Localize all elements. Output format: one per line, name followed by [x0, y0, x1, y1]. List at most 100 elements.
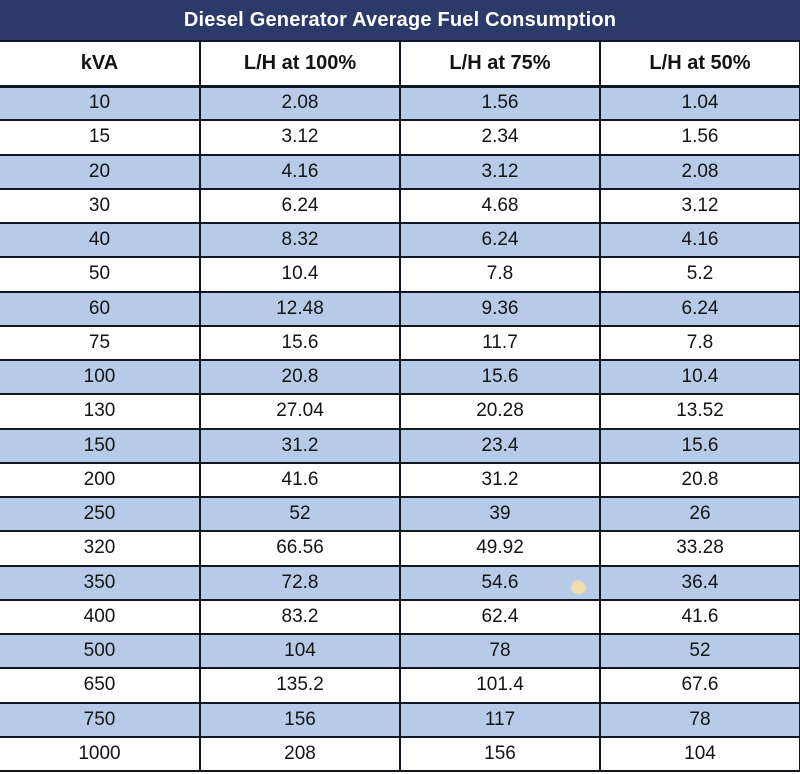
table-cell: 78 [399, 634, 600, 670]
table-row: 1000 208 156 104 [0, 736, 800, 773]
table-cell: 5.2 [599, 257, 800, 293]
table-row: 250 52 39 26 [0, 497, 800, 533]
table-cell: 200 [0, 462, 200, 499]
table-cell: 75 [0, 325, 200, 362]
table-cell: 3.12 [599, 188, 800, 225]
table-cell: 9.36 [399, 291, 600, 327]
table-row: 15 3.12 2.34 1.56 [0, 120, 800, 156]
table-cell: 4.16 [599, 223, 800, 259]
table-cell: 350 [0, 565, 200, 601]
column-header-lh-50: L/H at 50% [599, 42, 800, 88]
table-cell: 7.8 [399, 257, 600, 293]
table-cell: 52 [599, 634, 800, 670]
table-row: 750 156 117 78 [0, 702, 800, 738]
column-header-kva: kVA [0, 42, 200, 88]
table-cell: 41.6 [199, 462, 400, 499]
table-cell: 156 [199, 702, 400, 738]
table-cell: 101.4 [399, 668, 600, 704]
table-cell: 31.2 [199, 428, 400, 464]
table-cell: 156 [399, 736, 600, 773]
table-cell: 4.68 [399, 188, 600, 225]
table-body: 10 2.08 1.56 1.04 15 3.12 2.34 1.56 20 4.16 3.12 2.… [0, 86, 800, 773]
table-row: 50 10.4 7.8 5.2 [0, 257, 800, 293]
table-cell: 3.12 [199, 120, 400, 156]
table-cell: 20 [0, 154, 200, 190]
table-cell: 100 [0, 360, 200, 396]
table-cell: 135.2 [199, 668, 400, 704]
table-cell: 8.32 [199, 223, 400, 259]
table-cell: 60 [0, 291, 200, 327]
table-cell: 31.2 [399, 462, 600, 499]
table-row: 75 15.6 11.7 7.8 [0, 325, 800, 362]
table-cell: 6.24 [599, 291, 800, 327]
table-cell: 4.16 [199, 154, 400, 190]
table-cell: 250 [0, 497, 200, 533]
table-cell: 23.4 [399, 428, 600, 464]
table-cell: 104 [599, 736, 800, 773]
table-cell: 40 [0, 223, 200, 259]
table-cell: 54.6 [399, 565, 600, 601]
table-cell: 10.4 [599, 360, 800, 396]
table-cell: 41.6 [599, 599, 800, 636]
table-cell: 15.6 [199, 325, 400, 362]
table-cell: 117 [399, 702, 600, 738]
table-cell: 66.56 [199, 531, 400, 567]
table-cell: 50 [0, 257, 200, 293]
table-cell: 2.34 [399, 120, 600, 156]
table-cell: 15.6 [599, 428, 800, 464]
table-cell: 33.28 [599, 531, 800, 567]
table-row: 20 4.16 3.12 2.08 [0, 154, 800, 190]
table-cell: 49.92 [399, 531, 600, 567]
table-cell: 13.52 [599, 394, 800, 430]
table-row: 40 8.32 6.24 4.16 [0, 223, 800, 259]
table-cell: 39 [399, 497, 600, 533]
table-cell: 1000 [0, 736, 200, 773]
table-cell: 83.2 [199, 599, 400, 636]
table-cell: 1.56 [599, 120, 800, 156]
table-cell: 15.6 [399, 360, 600, 396]
table-cell: 130 [0, 394, 200, 430]
table-row: 10 2.08 1.56 1.04 [0, 86, 800, 122]
table-cell: 26 [599, 497, 800, 533]
column-header-lh-75: L/H at 75% [399, 42, 600, 88]
table-row: 130 27.04 20.28 13.52 [0, 394, 800, 430]
table-cell: 20.28 [399, 394, 600, 430]
table-cell: 20.8 [199, 360, 400, 396]
table-cell: 7.8 [599, 325, 800, 362]
table-cell: 30 [0, 188, 200, 225]
fuel-consumption-table: kVA L/H at 100% L/H at 75% L/H at 50% 10… [0, 42, 800, 773]
table-cell: 1.56 [399, 86, 600, 122]
table-cell: 2.08 [199, 86, 400, 122]
table-cell: 1.04 [599, 86, 800, 122]
table-cell: 36.4 [599, 565, 800, 601]
table-cell: 10.4 [199, 257, 400, 293]
table-cell: 400 [0, 599, 200, 636]
page-title: Diesel Generator Average Fuel Consumptio… [0, 0, 800, 42]
table-cell: 67.6 [599, 668, 800, 704]
table-cell: 72.8 [199, 565, 400, 601]
table-cell: 20.8 [599, 462, 800, 499]
table-cell: 15 [0, 120, 200, 156]
table-row: 60 12.48 9.36 6.24 [0, 291, 800, 327]
table-cell: 6.24 [399, 223, 600, 259]
table-cell: 10 [0, 86, 200, 122]
table-cell: 78 [599, 702, 800, 738]
table-cell: 750 [0, 702, 200, 738]
table-cell: 2.08 [599, 154, 800, 190]
table-cell: 208 [199, 736, 400, 773]
table-row: 100 20.8 15.6 10.4 [0, 360, 800, 396]
table-row: 650 135.2 101.4 67.6 [0, 668, 800, 704]
table-cell: 150 [0, 428, 200, 464]
table-row: 500 104 78 52 [0, 634, 800, 670]
table-row: 400 83.2 62.4 41.6 [0, 599, 800, 636]
table-cell: 27.04 [199, 394, 400, 430]
table-cell: 320 [0, 531, 200, 567]
table-cell: 3.12 [399, 154, 600, 190]
table-row: 350 72.8 54.6 36.4 [0, 565, 800, 601]
table-cell: 650 [0, 668, 200, 704]
table-cell: 62.4 [399, 599, 600, 636]
table-header-row: kVA L/H at 100% L/H at 75% L/H at 50% [0, 42, 800, 88]
table-cell: 12.48 [199, 291, 400, 327]
table-row: 200 41.6 31.2 20.8 [0, 462, 800, 499]
